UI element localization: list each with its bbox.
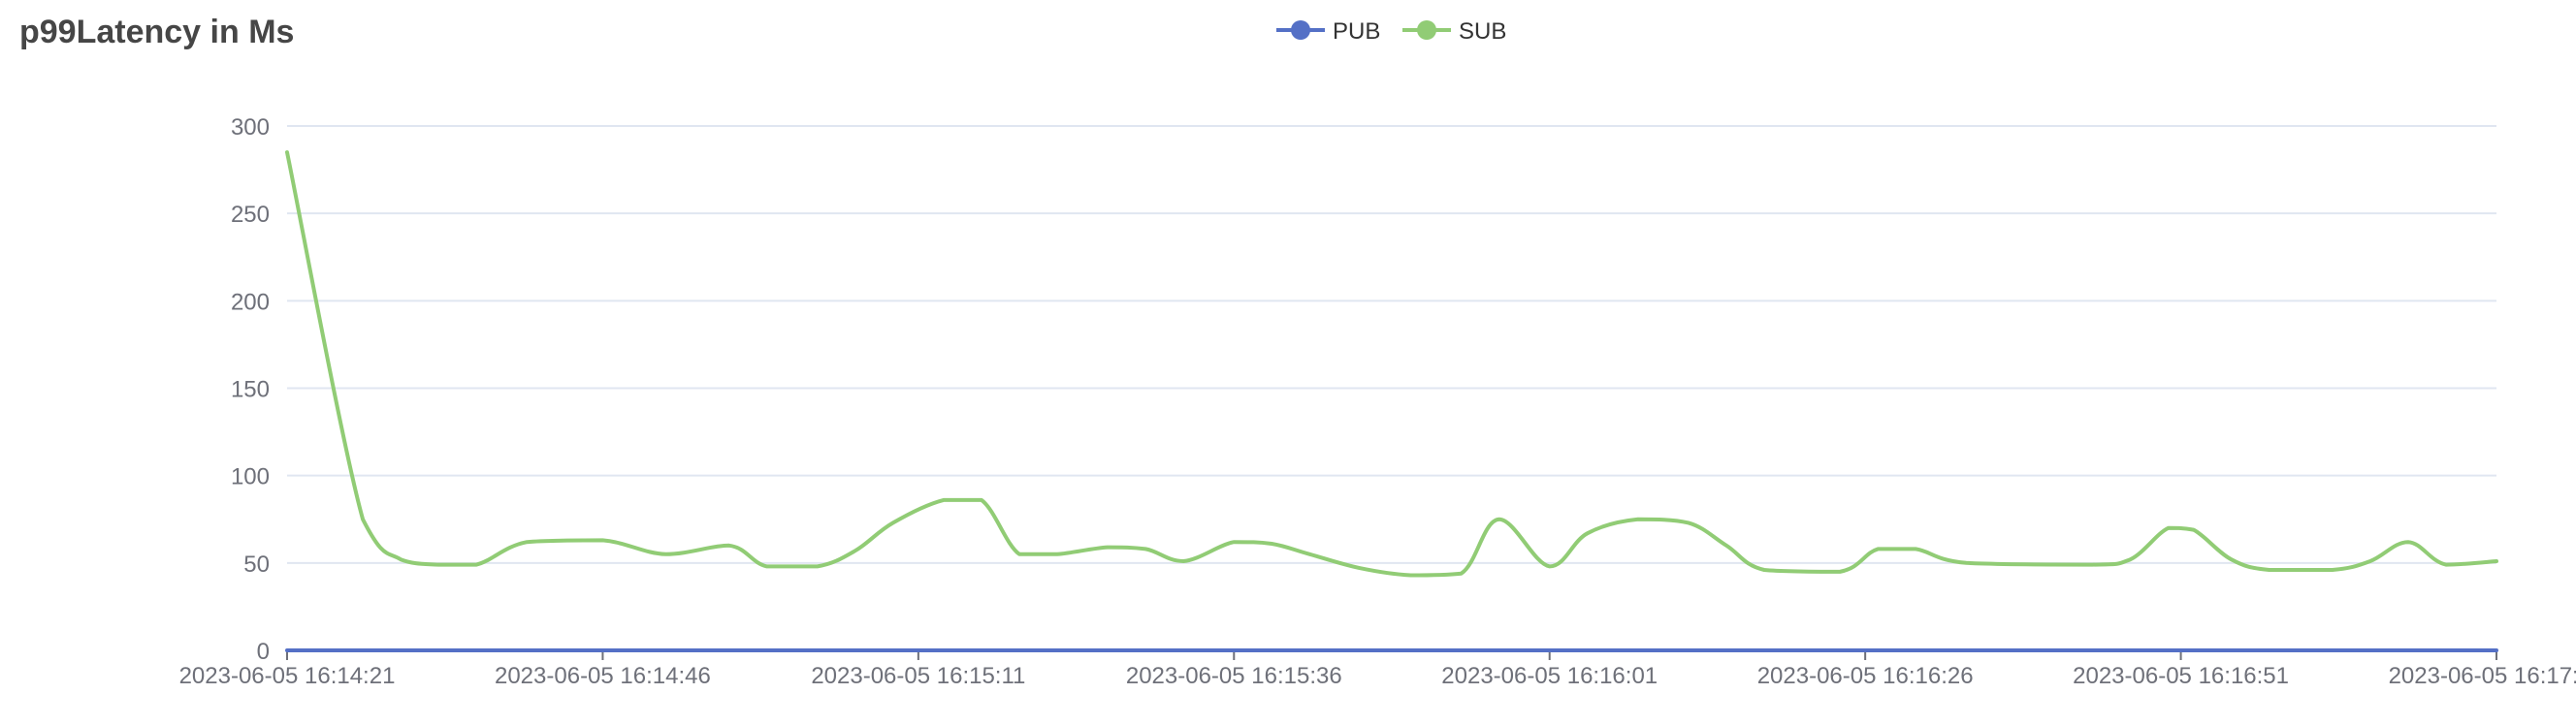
y-tick-label: 0 [257, 639, 270, 665]
y-tick-label: 150 [231, 377, 270, 403]
y-tick-label: 250 [231, 202, 270, 228]
legend-label: SUB [1459, 18, 1506, 45]
y-tick-label: 100 [231, 464, 270, 490]
legend-label: PUB [1333, 18, 1380, 45]
y-tick-label: 300 [231, 114, 270, 141]
y-tick-label: 200 [231, 289, 270, 315]
legend-marker-icon [1417, 20, 1436, 40]
legend-marker-icon [1291, 20, 1310, 40]
x-tick-label: 2023-06-05 16:15:36 [1126, 663, 1342, 689]
x-tick-label: 2023-06-05 16:15:11 [811, 663, 1025, 689]
x-tick-label: 2023-06-05 16:14:46 [495, 663, 711, 689]
chart-title: p99Latency in Ms [19, 14, 295, 50]
y-tick-label: 50 [243, 552, 270, 578]
x-tick-label: 2023-06-05 16:14:21 [179, 663, 396, 689]
x-tick-label: 2023-06-05 16:16:51 [2073, 663, 2289, 689]
x-tick-label: 2023-06-05 16:16:01 [1441, 663, 1658, 689]
x-tick-label: 2023-06-05 16:17:16 [2389, 663, 2576, 689]
legend-item-sub[interactable]: SUB [1402, 18, 1506, 45]
series-line-sub [285, 150, 2498, 578]
x-tick-label: 2023-06-05 16:16:26 [1757, 663, 1974, 689]
legend-item-pub[interactable]: PUB [1276, 18, 1380, 45]
